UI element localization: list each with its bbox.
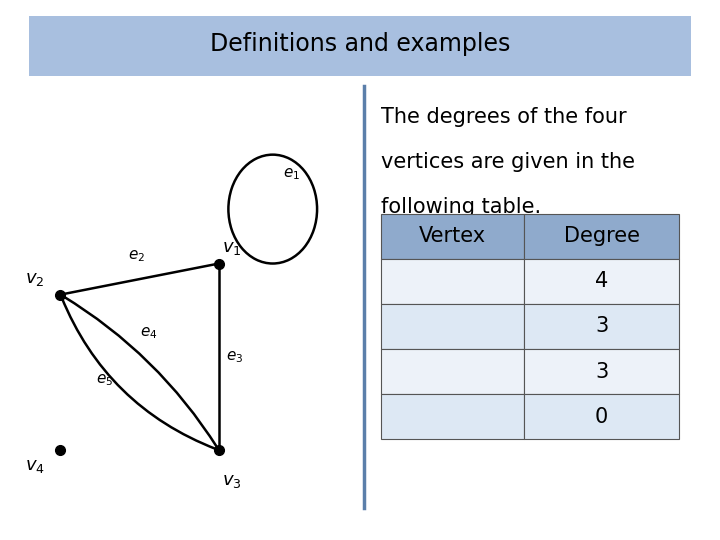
Text: $v_3$: $v_3$ — [222, 472, 241, 490]
Bar — [524, 304, 679, 349]
Text: 3: 3 — [595, 316, 608, 336]
Text: Definitions and examples: Definitions and examples — [210, 32, 510, 56]
Text: $v_2$: $v_2$ — [25, 270, 45, 288]
Text: $v_1$: $v_1$ — [222, 239, 241, 257]
Bar — [381, 349, 524, 394]
Text: $e_4$: $e_4$ — [140, 326, 158, 341]
Text: 0: 0 — [595, 407, 608, 427]
Bar — [381, 304, 524, 349]
Bar — [381, 259, 524, 304]
Text: $e_3$: $e_3$ — [226, 349, 243, 365]
Bar — [524, 394, 679, 440]
Text: following table.: following table. — [381, 197, 541, 217]
Text: vertices are given in the: vertices are given in the — [381, 152, 635, 172]
FancyArrowPatch shape — [61, 297, 216, 449]
Bar — [524, 349, 679, 394]
Text: $e_2$: $e_2$ — [128, 248, 145, 264]
Text: The degrees of the four: The degrees of the four — [381, 107, 626, 127]
Text: $e_1$: $e_1$ — [283, 166, 300, 182]
Text: 4: 4 — [595, 271, 608, 292]
FancyArrowPatch shape — [63, 296, 217, 448]
Bar — [524, 259, 679, 304]
Text: $e_5$: $e_5$ — [96, 372, 113, 388]
Text: $v_4$: $v_4$ — [25, 457, 45, 475]
Text: Vertex: Vertex — [419, 226, 486, 246]
Text: 3: 3 — [595, 362, 608, 382]
Bar — [524, 214, 679, 259]
Bar — [381, 394, 524, 440]
Text: Degree: Degree — [564, 226, 639, 246]
Bar — [381, 214, 524, 259]
